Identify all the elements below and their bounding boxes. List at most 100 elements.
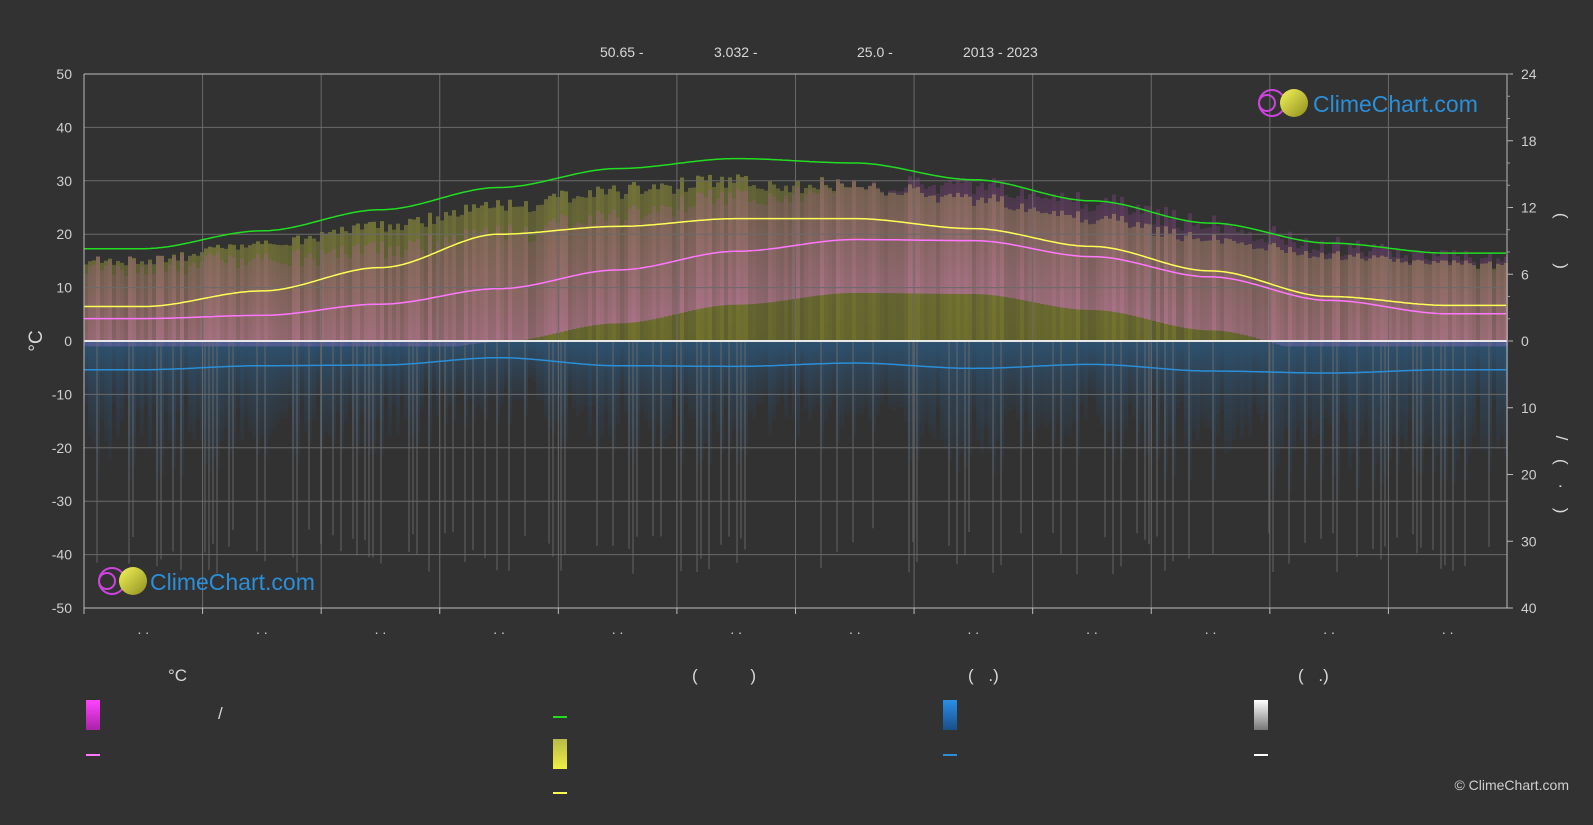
- snow-band: [212, 341, 214, 544]
- temperature-band: [1216, 226, 1220, 331]
- temperature-band: [980, 182, 984, 295]
- temperature-band: [1484, 257, 1488, 347]
- temperature-band: [1384, 246, 1388, 347]
- temperature-band: [228, 255, 232, 347]
- temperature-band: [412, 242, 416, 347]
- temperature-band: [800, 201, 804, 298]
- precipitation-band: [692, 341, 696, 418]
- snow-band: [1432, 341, 1434, 550]
- temperature-band: [724, 204, 728, 306]
- precipitation-band: [116, 341, 120, 439]
- precipitation-band: [680, 341, 684, 465]
- precipitation-band: [280, 341, 284, 419]
- precipitation-band: [1184, 341, 1188, 449]
- temperature-band: [408, 240, 412, 347]
- temperature-band: [432, 252, 436, 347]
- temperature-band: [784, 195, 788, 301]
- temperature-band: [704, 197, 708, 308]
- precipitation-band: [1244, 341, 1248, 425]
- temperature-band: [1220, 232, 1224, 331]
- precipitation-band: [828, 341, 832, 412]
- x-tick-label: . .: [1086, 621, 1098, 637]
- temperature-band: [1252, 240, 1256, 338]
- precipitation-band: [548, 341, 552, 430]
- temperature-band: [484, 227, 488, 343]
- precipitation-band: [1032, 341, 1036, 444]
- precipitation-band: [340, 341, 344, 452]
- precipitation-band: [316, 341, 320, 397]
- precipitation-band: [344, 341, 348, 423]
- temperature-band: [1244, 233, 1248, 336]
- snow-band: [700, 341, 702, 559]
- temperature-band: [420, 249, 424, 347]
- precipitation-band: [480, 341, 484, 411]
- temperature-band: [1448, 261, 1452, 347]
- temperature-band: [780, 202, 784, 301]
- snow-band: [1336, 341, 1338, 573]
- precipitation-band: [348, 341, 352, 407]
- temperature-band: [792, 194, 796, 300]
- precipitation-band: [864, 341, 868, 408]
- precipitation-band: [140, 341, 144, 437]
- x-tick-label: . .: [1323, 621, 1335, 637]
- snow-band: [1020, 341, 1022, 534]
- precipitation-band: [932, 341, 936, 440]
- snow-band: [1412, 341, 1414, 535]
- precipitation-band: [1424, 341, 1428, 443]
- temperature-band: [768, 193, 772, 303]
- precipitation-band: [188, 341, 192, 434]
- precipitation-band: [332, 341, 336, 446]
- precipitation-band: [1104, 341, 1108, 444]
- precipitation-band: [92, 341, 96, 445]
- precipitation-band: [1400, 341, 1404, 438]
- snow-band: [660, 341, 662, 537]
- snow-band: [156, 341, 158, 567]
- temperature-band: [740, 191, 744, 305]
- temperature-band: [532, 240, 536, 339]
- temperature-band: [316, 265, 320, 347]
- precipitation-band: [224, 341, 228, 429]
- temperature-band: [372, 242, 376, 347]
- precipitation-band: [756, 341, 760, 405]
- temperature-band: [1156, 209, 1160, 322]
- precipitation-band: [528, 341, 532, 379]
- precipitation-band: [860, 341, 864, 415]
- temperature-band: [1468, 257, 1472, 347]
- snow-band: [1164, 341, 1166, 571]
- precipitation-band: [996, 341, 1000, 441]
- temperature-band: [752, 200, 756, 304]
- precipitation-band: [468, 341, 472, 400]
- snow-band: [1356, 341, 1358, 557]
- y-left-tick-label: 20: [56, 226, 72, 242]
- temperature-band: [212, 256, 216, 347]
- temperature-band: [164, 271, 168, 347]
- snow-band: [464, 341, 466, 563]
- precipitation-band: [1156, 341, 1160, 459]
- x-tick-label: . .: [375, 621, 387, 637]
- precipitation-band: [796, 341, 800, 439]
- precipitation-band: [920, 341, 924, 438]
- precipitation-band: [508, 341, 512, 425]
- precipitation-band: [1488, 341, 1492, 471]
- precipitation-band: [992, 341, 996, 476]
- temperature-band: [332, 248, 336, 347]
- snow-band: [636, 341, 638, 537]
- precipitation-band: [272, 341, 276, 431]
- precipitation-band: [728, 341, 732, 451]
- temperature-band: [604, 220, 608, 324]
- temperature-band: [1360, 252, 1364, 347]
- precipitation-band: [1128, 341, 1132, 406]
- temperature-band: [1492, 270, 1496, 347]
- precipitation-band: [1028, 341, 1032, 433]
- temperature-band: [324, 253, 328, 347]
- temperature-band: [156, 255, 160, 347]
- precipitation-band: [1012, 341, 1016, 409]
- precipitation-band: [900, 341, 904, 409]
- snow-band: [872, 341, 874, 529]
- temperature-band: [984, 190, 988, 295]
- legend-sunshine-line: [553, 792, 567, 794]
- snow-band: [412, 341, 414, 535]
- precipitation-band: [1252, 341, 1256, 405]
- logo-ring-icon: [98, 572, 116, 590]
- temperature-band: [84, 273, 88, 347]
